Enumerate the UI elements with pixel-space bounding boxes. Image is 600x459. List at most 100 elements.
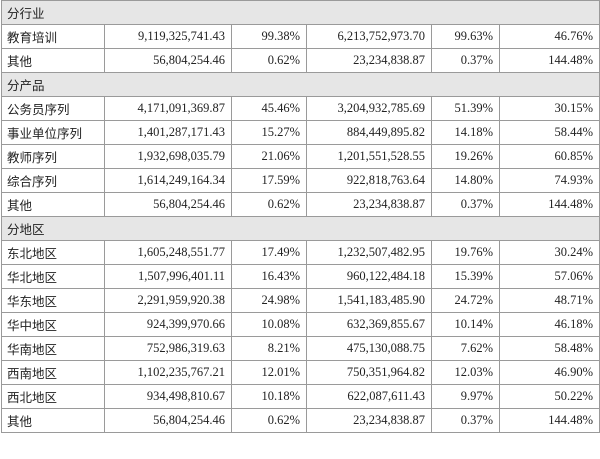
row-label: 华北地区 [1, 264, 105, 289]
cell-value: 8.21% [231, 336, 307, 361]
cell-value: 45.46% [231, 96, 307, 121]
data-row: 其他 56,804,254.46 0.62% 23,234,838.87 0.37% 14… [1, 192, 600, 217]
section-title: 分行业 [0, 0, 600, 25]
data-row: 西南地区 1,102,235,767.21 12.01% 750,351,964.82… [1, 360, 600, 385]
cell-value: 750,351,964.82 [306, 360, 432, 385]
cell-value: 1,401,287,171.43 [104, 120, 232, 145]
cell-value: 144.48% [498, 408, 600, 433]
row-label: 教师序列 [1, 144, 105, 169]
cell-value: 144.48% [498, 192, 600, 217]
cell-value: 46.90% [498, 360, 600, 385]
cell-value: 1,201,551,528.55 [306, 144, 432, 169]
cell-value: 10.08% [231, 312, 307, 337]
data-row: 其他 56,804,254.46 0.62% 23,234,838.87 0.37% 14… [1, 48, 600, 73]
row-label: 公务员序列 [1, 96, 105, 121]
row-label: 西南地区 [1, 360, 105, 385]
row-label: 教育培训 [1, 24, 105, 49]
cell-value: 1,614,249,164.34 [104, 168, 232, 193]
cell-value: 1,102,235,767.21 [104, 360, 232, 385]
data-row: 教育培训 9,119,325,741.43 99.38% 6,213,752,973.… [1, 24, 600, 49]
cell-value: 50.22% [498, 384, 600, 409]
cell-value: 15.27% [231, 120, 307, 145]
section-title: 分地区 [0, 216, 600, 241]
row-label: 西北地区 [1, 384, 105, 409]
section-row: 分产品 [0, 72, 600, 97]
row-label: 其他 [1, 408, 105, 433]
cell-value: 4,171,091,369.87 [104, 96, 232, 121]
cell-value: 23,234,838.87 [306, 48, 432, 73]
cell-value: 0.62% [231, 408, 307, 433]
row-label: 华中地区 [1, 312, 105, 337]
data-row: 教师序列 1,932,698,035.79 21.06% 1,201,551,528.… [1, 144, 600, 169]
cell-value: 884,449,895.82 [306, 120, 432, 145]
cell-value: 14.80% [431, 168, 500, 193]
cell-value: 0.37% [431, 408, 500, 433]
cell-value: 60.85% [498, 144, 600, 169]
cell-value: 51.39% [431, 96, 500, 121]
cell-value: 0.37% [431, 192, 500, 217]
cell-value: 934,498,810.67 [104, 384, 232, 409]
cell-value: 46.76% [498, 24, 600, 49]
cell-value: 19.76% [431, 240, 500, 265]
cell-value: 7.62% [431, 336, 500, 361]
row-label: 事业单位序列 [1, 120, 105, 145]
cell-value: 0.62% [231, 192, 307, 217]
cell-value: 57.06% [498, 264, 600, 289]
cell-value: 1,507,996,401.11 [104, 264, 232, 289]
cell-value: 960,122,484.18 [306, 264, 432, 289]
data-row: 华东地区 2,291,959,920.38 24.98% 1,541,183,485.… [1, 288, 600, 313]
cell-value: 14.18% [431, 120, 500, 145]
cell-value: 0.37% [431, 48, 500, 73]
row-label: 其他 [1, 192, 105, 217]
data-row: 公务员序列 4,171,091,369.87 45.46% 3,204,932,785… [1, 96, 600, 121]
revenue-table: 分行业 教育培训 9,119,325,741.43 99.38% 6,213,752,9… [0, 0, 600, 433]
table-body: 分行业 教育培训 9,119,325,741.43 99.38% 6,213,752,9… [0, 0, 600, 433]
cell-value: 15.39% [431, 264, 500, 289]
row-label: 综合序列 [1, 168, 105, 193]
data-row: 西北地区 934,498,810.67 10.18% 622,087,611.43 9.… [1, 384, 600, 409]
cell-value: 1,932,698,035.79 [104, 144, 232, 169]
data-row: 华北地区 1,507,996,401.11 16.43% 960,122,484.18… [1, 264, 600, 289]
cell-value: 17.59% [231, 168, 307, 193]
cell-value: 1,605,248,551.77 [104, 240, 232, 265]
cell-value: 12.03% [431, 360, 500, 385]
cell-value: 56,804,254.46 [104, 48, 232, 73]
cell-value: 23,234,838.87 [306, 408, 432, 433]
cell-value: 924,399,970.66 [104, 312, 232, 337]
cell-value: 99.63% [431, 24, 500, 49]
cell-value: 30.24% [498, 240, 600, 265]
cell-value: 632,369,855.67 [306, 312, 432, 337]
data-row: 其他 56,804,254.46 0.62% 23,234,838.87 0.37% 14… [1, 408, 600, 433]
cell-value: 74.93% [498, 168, 600, 193]
data-row: 东北地区 1,605,248,551.77 17.49% 1,232,507,482.… [1, 240, 600, 265]
cell-value: 48.71% [498, 288, 600, 313]
cell-value: 10.14% [431, 312, 500, 337]
cell-value: 3,204,932,785.69 [306, 96, 432, 121]
cell-value: 922,818,763.64 [306, 168, 432, 193]
data-row: 华南地区 752,986,319.63 8.21% 475,130,088.75 7.6… [1, 336, 600, 361]
cell-value: 475,130,088.75 [306, 336, 432, 361]
data-row: 综合序列 1,614,249,164.34 17.59% 922,818,763.64… [1, 168, 600, 193]
cell-value: 23,234,838.87 [306, 192, 432, 217]
data-row: 华中地区 924,399,970.66 10.08% 632,369,855.67 10… [1, 312, 600, 337]
row-label: 华南地区 [1, 336, 105, 361]
cell-value: 9,119,325,741.43 [104, 24, 232, 49]
cell-value: 58.44% [498, 120, 600, 145]
cell-value: 0.62% [231, 48, 307, 73]
cell-value: 2,291,959,920.38 [104, 288, 232, 313]
section-title: 分产品 [0, 72, 600, 97]
cell-value: 10.18% [231, 384, 307, 409]
section-row: 分行业 [0, 0, 600, 25]
cell-value: 24.72% [431, 288, 500, 313]
cell-value: 752,986,319.63 [104, 336, 232, 361]
cell-value: 58.48% [498, 336, 600, 361]
row-label: 东北地区 [1, 240, 105, 265]
cell-value: 1,541,183,485.90 [306, 288, 432, 313]
cell-value: 16.43% [231, 264, 307, 289]
cell-value: 21.06% [231, 144, 307, 169]
cell-value: 99.38% [231, 24, 307, 49]
cell-value: 622,087,611.43 [306, 384, 432, 409]
cell-value: 17.49% [231, 240, 307, 265]
data-row: 事业单位序列 1,401,287,171.43 15.27% 884,449,895.… [1, 120, 600, 145]
